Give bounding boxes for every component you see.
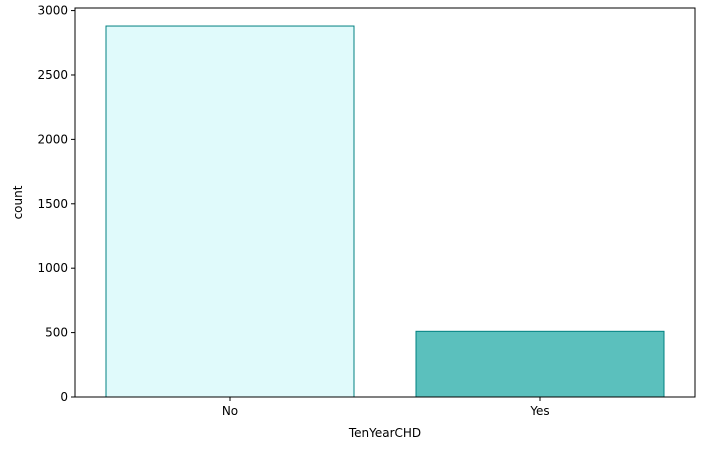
bars bbox=[105, 25, 665, 398]
y-axis-label: count bbox=[11, 185, 25, 219]
x-axis-ticks: No Yes bbox=[222, 397, 550, 418]
x-tick-label-no: No bbox=[222, 404, 238, 418]
y-tick-label: 1500 bbox=[37, 197, 68, 211]
bar-yes bbox=[415, 330, 665, 398]
y-tick-label: 0 bbox=[60, 390, 68, 404]
y-axis-ticks: 0 500 1000 1500 2000 2500 3000 bbox=[37, 4, 75, 404]
y-tick-label: 2000 bbox=[37, 132, 68, 146]
bar-no bbox=[105, 25, 355, 398]
y-tick-label: 2500 bbox=[37, 68, 68, 82]
y-tick-label: 500 bbox=[45, 326, 68, 340]
y-tick-label: 1000 bbox=[37, 261, 68, 275]
plot-frame bbox=[74, 7, 696, 398]
x-axis-label: TenYearCHD bbox=[348, 426, 421, 440]
y-tick-label: 3000 bbox=[37, 4, 68, 18]
x-tick-label-yes: Yes bbox=[529, 404, 549, 418]
